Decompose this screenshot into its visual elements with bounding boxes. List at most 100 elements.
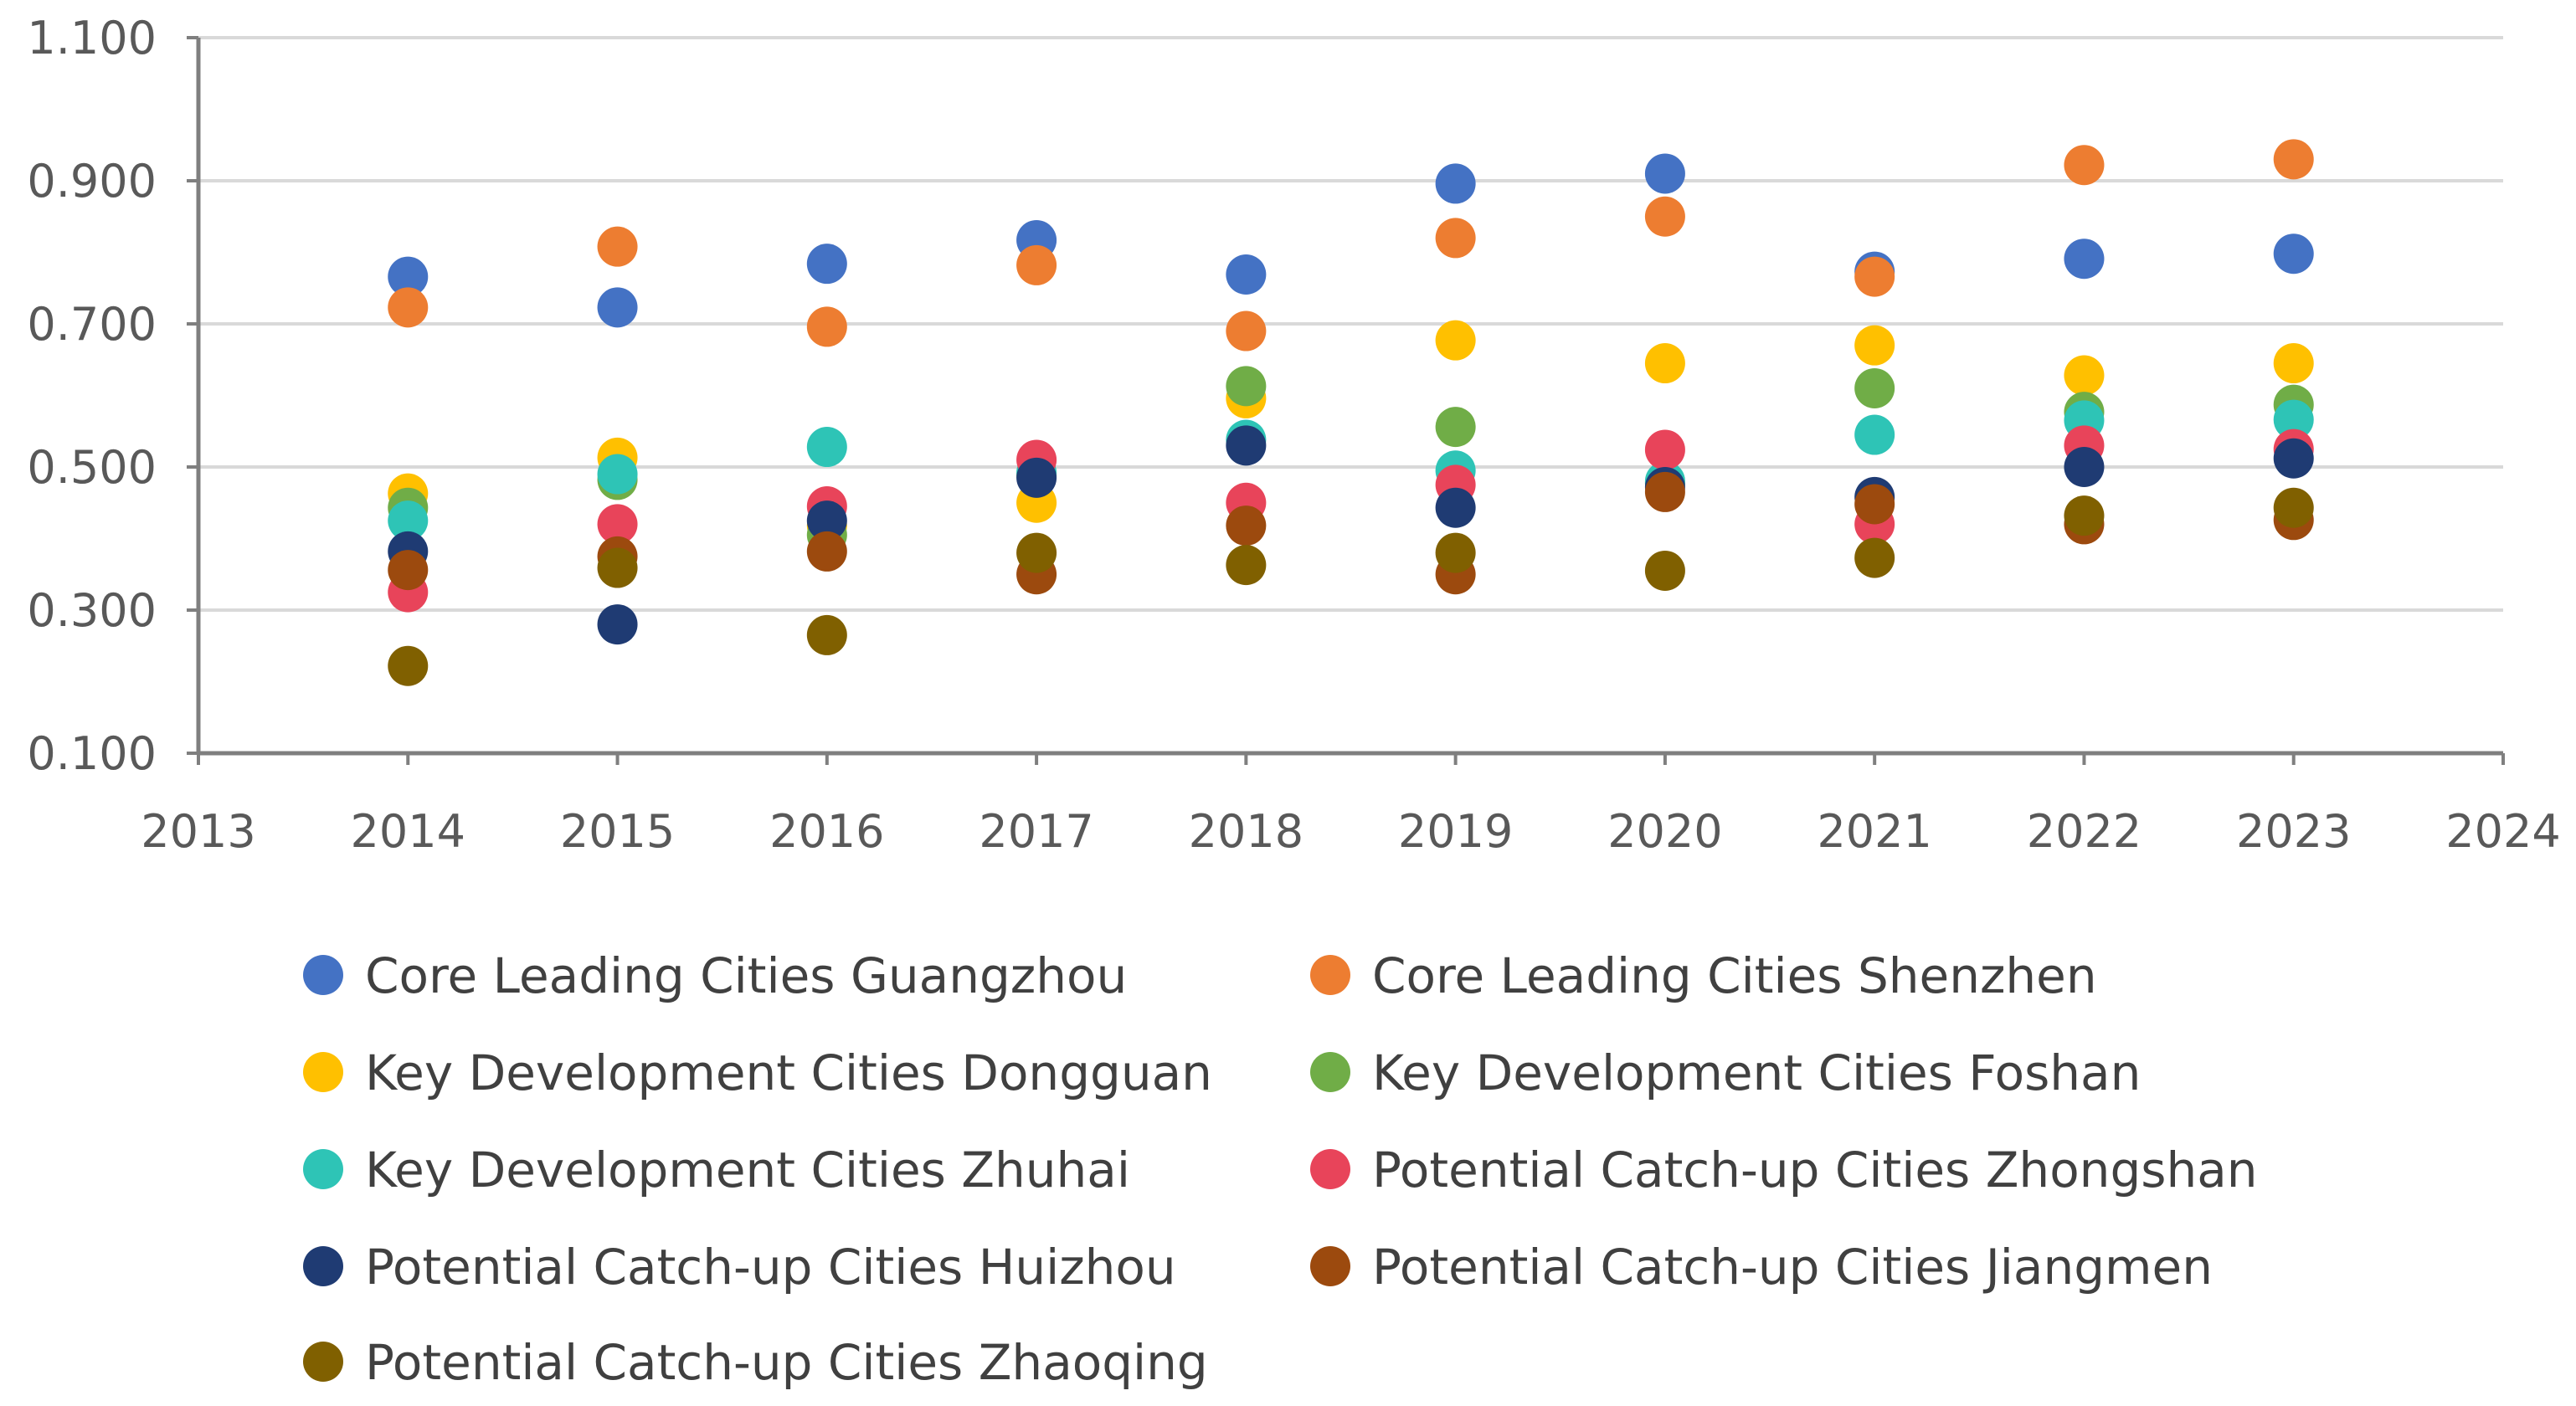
data-point: [1016, 244, 1057, 285]
series-points: [388, 425, 2314, 613]
legend-item: Potential Catch-up Cities Zhaoqing: [303, 1334, 1208, 1391]
data-point: [1226, 545, 1267, 586]
x-tick-label: 2020: [1607, 805, 1722, 858]
axes: [187, 36, 2505, 765]
x-tick-label: 2016: [769, 805, 884, 858]
data-point: [1644, 343, 1685, 384]
data-point: [388, 500, 429, 541]
series-points: [388, 366, 2314, 556]
data-point: [1435, 487, 1476, 528]
data-point: [597, 504, 638, 545]
data-point: [388, 256, 429, 297]
data-point: [1854, 537, 1895, 578]
legend-marker: [303, 1246, 343, 1286]
data-point: [2273, 487, 2314, 528]
series-points: [388, 471, 2314, 595]
data-point: [1226, 310, 1267, 352]
legend-label: Key Development Cities Zhuhai: [365, 1142, 1130, 1198]
data-point: [1016, 532, 1057, 573]
tick-labels: 0.100 0.300 0.500 0.700 0.900 1.100 2013 2014 20…: [27, 12, 2560, 858]
data-point: [806, 427, 847, 468]
x-tick-label: 2024: [2445, 805, 2560, 858]
series-points: [388, 139, 2314, 352]
y-tick-label: 0.500: [27, 441, 157, 494]
y-tick-label: 1.100: [27, 12, 157, 64]
data-point: [1435, 163, 1476, 204]
x-tick-label: 2014: [351, 805, 465, 858]
data-point: [1854, 367, 1895, 408]
legend-marker: [1310, 1246, 1350, 1286]
data-point: [1016, 457, 1057, 498]
y-tick-label: 0.900: [27, 155, 157, 208]
data-point: [2064, 447, 2105, 487]
data-point: [388, 550, 429, 591]
data-point: [2064, 239, 2105, 280]
x-tick-label: 2017: [979, 805, 1093, 858]
y-tick-label: 0.300: [27, 584, 157, 637]
legend-marker: [1310, 955, 1350, 995]
y-tick-label: 0.700: [27, 298, 157, 351]
x-tick-label: 2013: [141, 805, 255, 858]
data-point: [1854, 325, 1895, 366]
data-point: [2273, 438, 2314, 479]
legend-label: Core Leading Cities Shenzhen: [1372, 947, 2097, 1004]
legend-label: Potential Catch-up Cities Zhongshan: [1372, 1142, 2258, 1198]
data-point: [2273, 233, 2314, 275]
legend: Core Leading Cities Guangzhou Core Leadin…: [303, 947, 2258, 1391]
data-point: [388, 645, 429, 686]
data-point: [806, 500, 847, 541]
legend-item: Potential Catch-up Cities Zhongshan: [1310, 1142, 2258, 1198]
y-tick-label: 0.100: [27, 727, 157, 780]
data-point: [1644, 429, 1685, 470]
data-point: [1226, 425, 1267, 466]
x-tick-label: 2015: [560, 805, 675, 858]
data-point: [597, 287, 638, 328]
data-point: [1644, 196, 1685, 237]
x-tick-label: 2022: [2027, 805, 2142, 858]
legend-marker: [303, 1342, 343, 1382]
legend-item: Potential Catch-up Cities Huizhou: [303, 1239, 1176, 1296]
legend-item: Core Leading Cities Guangzhou: [303, 947, 1127, 1004]
data-point: [597, 604, 638, 645]
data-point: [1854, 484, 1895, 525]
series-points: [388, 399, 2314, 541]
data-point: [1435, 320, 1476, 361]
data-point: [1644, 471, 1685, 512]
data-point: [1435, 532, 1476, 573]
data-point: [1854, 414, 1895, 455]
legend-marker: [1310, 1052, 1350, 1092]
data-point: [2273, 399, 2314, 440]
series-points: [388, 320, 2314, 546]
data-point: [2064, 495, 2105, 536]
x-tick-label: 2021: [1817, 805, 1931, 858]
x-tick-label: 2019: [1398, 805, 1513, 858]
data-point: [388, 287, 429, 328]
data-point: [2273, 139, 2314, 180]
legend-label: Potential Catch-up Cities Zhaoqing: [365, 1334, 1208, 1391]
legend-item: Potential Catch-up Cities Jiangmen: [1310, 1239, 2213, 1296]
data-point: [1226, 505, 1267, 546]
data-point: [1435, 407, 1476, 448]
data-point: [806, 306, 847, 347]
data-point: [1226, 366, 1267, 407]
data-point: [1644, 550, 1685, 591]
legend-marker: [303, 1149, 343, 1189]
legend-label: Potential Catch-up Cities Huizhou: [365, 1239, 1176, 1296]
legend-marker: [303, 955, 343, 995]
data-point: [2064, 145, 2105, 186]
legend-label: Key Development Cities Dongguan: [365, 1044, 1212, 1101]
legend-label: Key Development Cities Foshan: [1372, 1044, 2141, 1101]
legend-item: Core Leading Cities Shenzhen: [1310, 947, 2097, 1004]
data-point: [597, 547, 638, 588]
grid-lines: [198, 36, 2503, 612]
data-point: [597, 226, 638, 267]
data-point: [806, 614, 847, 655]
series-points: [388, 487, 2314, 686]
legend-label: Core Leading Cities Guangzhou: [365, 947, 1127, 1004]
data-point: [2273, 343, 2314, 384]
data-point: [1435, 218, 1476, 259]
data-points: [388, 139, 2314, 686]
legend-item: Key Development Cities Foshan: [1310, 1044, 2141, 1101]
legend-label: Potential Catch-up Cities Jiangmen: [1372, 1239, 2213, 1296]
